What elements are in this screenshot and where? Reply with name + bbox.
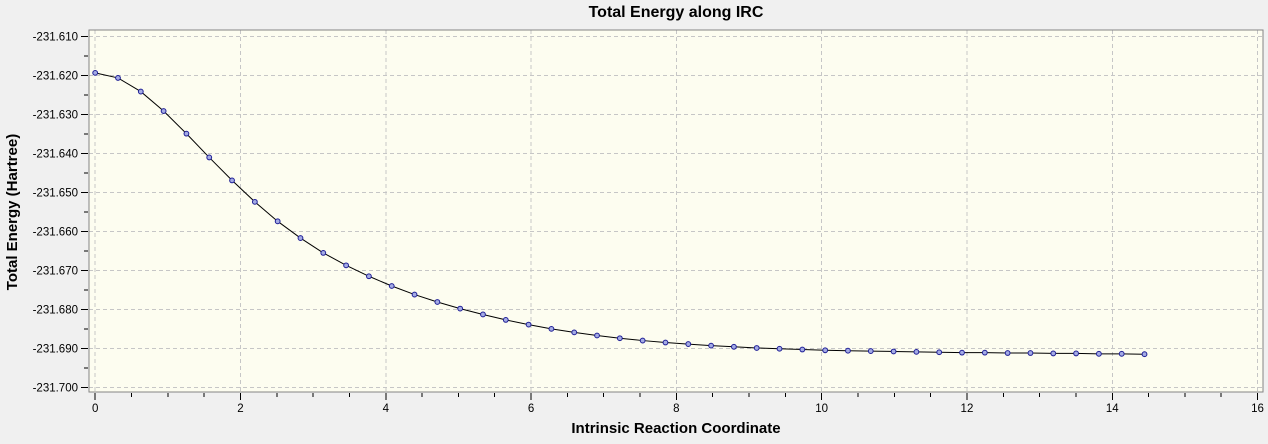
data-point-marker xyxy=(411,291,418,298)
data-point-marker xyxy=(981,349,988,356)
x-tick-label: 2 xyxy=(237,403,243,415)
data-point-marker xyxy=(206,154,213,161)
data-point-marker xyxy=(685,341,692,347)
data-point-marker xyxy=(571,329,578,336)
data-point-marker xyxy=(753,345,760,351)
data-point-marker xyxy=(822,347,829,354)
data-point-marker xyxy=(959,349,965,356)
y-tick-label: -231.680 xyxy=(33,304,78,316)
data-point-marker xyxy=(525,321,532,328)
data-point-marker xyxy=(799,346,806,353)
x-tick-label: 8 xyxy=(673,403,679,415)
data-point-marker xyxy=(457,305,464,312)
y-tick-label: -231.660 xyxy=(33,226,78,238)
data-point-marker xyxy=(434,299,441,305)
x-tick-label: 0 xyxy=(92,403,98,415)
data-point-marker xyxy=(845,347,851,354)
data-point-marker xyxy=(731,343,737,350)
data-point-marker xyxy=(297,235,304,241)
data-point-marker xyxy=(616,335,623,342)
y-tick-label: -231.690 xyxy=(33,343,78,355)
y-tick-label: -231.620 xyxy=(33,71,78,83)
data-point-marker xyxy=(1095,350,1102,357)
plot-frame xyxy=(88,29,1264,393)
y-tick-label: -231.610 xyxy=(33,32,78,44)
data-point-marker xyxy=(1004,350,1011,356)
data-point-marker xyxy=(183,130,190,137)
y-tick-label: -231.640 xyxy=(33,149,78,161)
x-tick-label: 4 xyxy=(383,403,390,415)
data-point-marker xyxy=(1073,350,1079,357)
data-point-marker xyxy=(160,108,167,114)
y-tick-label: -231.630 xyxy=(33,110,78,122)
data-point-marker xyxy=(708,342,714,349)
data-point-marker xyxy=(662,339,669,346)
data-point-marker xyxy=(639,337,646,344)
data-point-marker xyxy=(343,262,350,269)
y-tick-label: -231.670 xyxy=(33,265,78,277)
x-tick-label: 14 xyxy=(1106,403,1119,415)
data-point-marker xyxy=(913,348,920,355)
chart-title: Total Energy along IRC xyxy=(588,4,764,21)
data-point-marker xyxy=(936,349,943,356)
x-axis-title: Intrinsic Reaction Coordinate xyxy=(571,420,781,437)
data-point-marker xyxy=(1141,351,1148,358)
data-point-marker xyxy=(366,273,372,280)
data-point-marker xyxy=(115,75,121,81)
y-tick-label: -231.700 xyxy=(33,382,78,394)
data-point-marker xyxy=(229,177,235,184)
data-point-marker xyxy=(548,325,555,332)
data-point-marker xyxy=(274,218,281,225)
data-point-marker xyxy=(867,348,874,354)
x-tick-label: 16 xyxy=(1251,403,1264,415)
x-tick-label: 12 xyxy=(961,403,974,415)
data-point-marker xyxy=(1027,350,1034,356)
data-point-marker xyxy=(1050,350,1057,357)
data-point-marker xyxy=(251,198,258,205)
data-point-marker xyxy=(137,88,144,95)
data-point-marker xyxy=(92,69,99,76)
data-point-marker xyxy=(320,249,327,256)
x-tick-label: 6 xyxy=(528,403,534,415)
data-point-marker xyxy=(1118,350,1125,357)
y-tick-label: -231.650 xyxy=(33,187,78,199)
x-tick-label: 10 xyxy=(815,403,828,415)
data-point-marker xyxy=(594,332,600,339)
data-point-marker xyxy=(388,283,395,289)
data-point-marker xyxy=(480,311,486,318)
data-point-marker xyxy=(502,317,509,323)
data-point-marker xyxy=(890,348,897,355)
data-point-marker xyxy=(776,345,783,352)
